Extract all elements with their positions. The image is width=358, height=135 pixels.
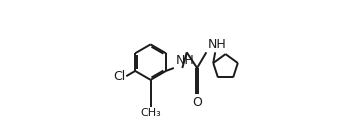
Text: NH: NH [208,38,227,51]
Text: O: O [192,96,202,109]
Text: CH₃: CH₃ [140,108,161,118]
Text: Cl: Cl [113,70,126,83]
Text: NH: NH [176,54,194,67]
